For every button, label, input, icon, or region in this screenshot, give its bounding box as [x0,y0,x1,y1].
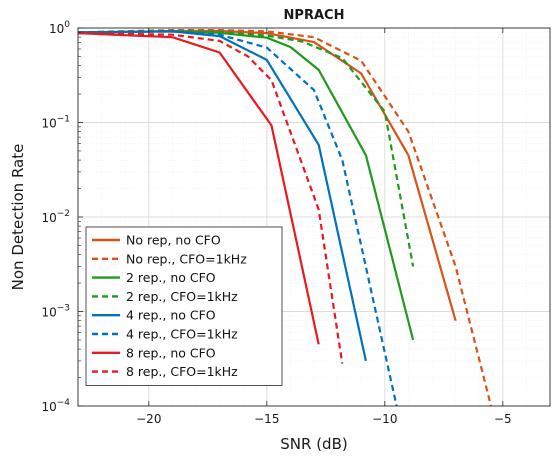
legend-label: 2 rep., no CFO [126,270,216,285]
y-tick-label: 10−4 [41,398,70,414]
y-axis-title: Non Detection Rate [9,144,27,291]
legend-label: 4 rep., CFO=1kHz [126,327,238,342]
x-tick-label: −5 [494,412,512,426]
legend-label: 2 rep., CFO=1kHz [126,289,238,304]
legend: No rep, no CFO No rep., CFO=1kHz 2 rep., n… [85,226,283,386]
series-line [77,30,367,362]
y-tick-label: 100 [49,20,70,36]
legend-label: 4 rep., no CFO [126,308,216,323]
y-tick-label: 10−2 [41,209,70,225]
x-tick-label: −15 [254,412,279,426]
x-tick-label: −20 [136,412,161,426]
series-line [77,30,398,407]
legend-label: 8 rep., no CFO [126,345,216,360]
series-lines [77,29,493,407]
x-axis-title: SNR (dB) [280,435,347,453]
series-line [77,29,493,407]
legend-label: 8 rep., CFO=1kHz [126,364,238,379]
axes: −20 −15 −10 −5 100 10−1 10−2 10−3 10−4 [41,20,551,426]
legend-label: No rep., CFO=1kHz [126,251,247,266]
series-line [77,32,320,345]
y-tick-label: 10−1 [41,115,70,131]
chart-title: NPRACH [284,8,345,23]
series-line [77,32,344,364]
legend-label: No rep, no CFO [126,233,221,248]
legend-box [85,226,283,386]
x-tick-label: −10 [372,412,397,426]
y-tick-label: 10−3 [41,304,70,320]
